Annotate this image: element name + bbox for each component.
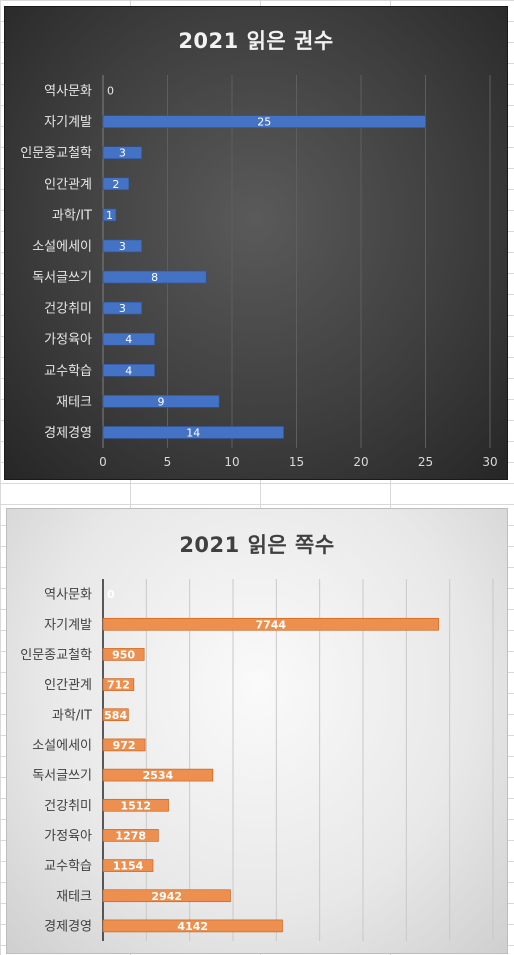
data-label: 1278 xyxy=(115,829,146,842)
bar xyxy=(102,146,143,160)
x-tick-label: 15 xyxy=(289,455,304,469)
data-label: 2 xyxy=(112,178,119,191)
data-label: 4 xyxy=(125,333,132,346)
bar xyxy=(102,919,283,933)
x-tick-label: 5 xyxy=(164,455,172,469)
category-label: 건강취미 xyxy=(44,799,92,814)
category-label: 인문종교철학 xyxy=(20,146,92,161)
category-label: 자기계발 xyxy=(44,115,92,130)
data-label: 1512 xyxy=(120,799,151,812)
category-label: 교수학습 xyxy=(44,364,92,379)
category-label: 가정육아 xyxy=(44,829,92,844)
data-label: 14 xyxy=(186,426,200,439)
category-label: 경제경영 xyxy=(44,919,92,934)
data-label: 1154 xyxy=(113,860,144,873)
x-tick-label: 10 xyxy=(224,455,239,469)
data-label: 4142 xyxy=(177,920,208,933)
data-label: 3 xyxy=(119,240,126,253)
data-label: 712 xyxy=(107,679,130,692)
category-label: 경제경영 xyxy=(44,426,92,441)
data-label: 2534 xyxy=(143,769,174,782)
category-label: 인간관계 xyxy=(44,177,92,192)
bar xyxy=(102,270,207,284)
chart-pages: 2021 읽은 쪽수 역사문화 0 자기계발 7744 인문종교철학 950 인간관계 712… xyxy=(6,508,508,954)
bar xyxy=(102,363,155,377)
data-label: 4 xyxy=(125,364,132,377)
chart-pages-plot: 역사문화 0 자기계발 7744 인문종교철학 950 인간관계 712 과학/IT 584 소설에… xyxy=(20,579,494,941)
bar xyxy=(102,208,117,222)
chart-volumes-plot: 0 5 10 15 20 25 30 역사문화 0 자기계발 25 인문종교철학 3 인간관계 2 과학/IT… xyxy=(20,75,498,469)
bar xyxy=(102,889,231,903)
data-label: 1 xyxy=(106,209,113,222)
category-label: 가정육아 xyxy=(44,333,92,348)
category-label: 과학/IT xyxy=(52,208,92,223)
category-label: 인간관계 xyxy=(44,678,92,693)
bar xyxy=(102,829,159,842)
chart-title: 2021 읽은 쪽수 xyxy=(179,533,335,557)
category-label: 재테크 xyxy=(56,889,92,904)
category-label: 과학/IT xyxy=(52,708,92,723)
category-label: 교수학습 xyxy=(44,859,92,874)
data-label: 25 xyxy=(257,116,271,129)
category-label: 독서글쓰기 xyxy=(32,769,92,784)
category-label: 독서글쓰기 xyxy=(32,271,92,286)
bar xyxy=(102,177,130,191)
category-label: 건강취미 xyxy=(44,302,92,317)
bar xyxy=(102,239,143,253)
data-label: 3 xyxy=(119,147,126,160)
category-label: 인문종교철학 xyxy=(20,648,92,663)
data-label: 3 xyxy=(119,302,126,315)
data-label: 0 xyxy=(107,85,114,98)
bar xyxy=(102,678,135,691)
bar xyxy=(102,332,155,346)
bar xyxy=(102,768,214,782)
data-label: 2942 xyxy=(151,890,182,903)
spreadsheet-gridlines xyxy=(0,482,514,506)
data-label: 950 xyxy=(112,648,135,661)
category-label: 재테크 xyxy=(56,395,92,410)
bar xyxy=(102,395,220,408)
category-label: 역사문화 xyxy=(44,84,92,99)
bar xyxy=(102,617,439,631)
category-label: 소설에세이 xyxy=(32,239,92,254)
bar xyxy=(102,738,146,752)
category-label: 역사문화 xyxy=(44,588,92,603)
bar xyxy=(102,648,145,661)
bar xyxy=(102,708,129,722)
category-label: 자기계발 xyxy=(44,618,92,633)
data-label: 0 xyxy=(107,588,115,601)
bar xyxy=(102,426,284,439)
x-tick-label: 30 xyxy=(482,455,497,469)
data-label: 8 xyxy=(151,271,158,284)
bar xyxy=(102,859,154,872)
x-tick-label: 25 xyxy=(418,455,433,469)
category-label: 소설에세이 xyxy=(32,738,92,753)
chart-volumes: 2021 읽은 권수 0 5 10 15 20 25 30 역사문화 0 자기계발 25 인문종교철학… xyxy=(4,6,508,480)
chart-title: 2021 읽은 권수 xyxy=(178,29,334,53)
bar xyxy=(102,798,169,812)
data-label: 7744 xyxy=(255,618,286,631)
bar xyxy=(102,301,143,315)
data-label: 9 xyxy=(158,395,165,408)
data-label: 584 xyxy=(104,709,127,722)
x-tick-label: 0 xyxy=(99,455,107,469)
x-tick-label: 20 xyxy=(353,455,368,469)
data-label: 972 xyxy=(113,739,136,752)
bar xyxy=(102,115,426,128)
